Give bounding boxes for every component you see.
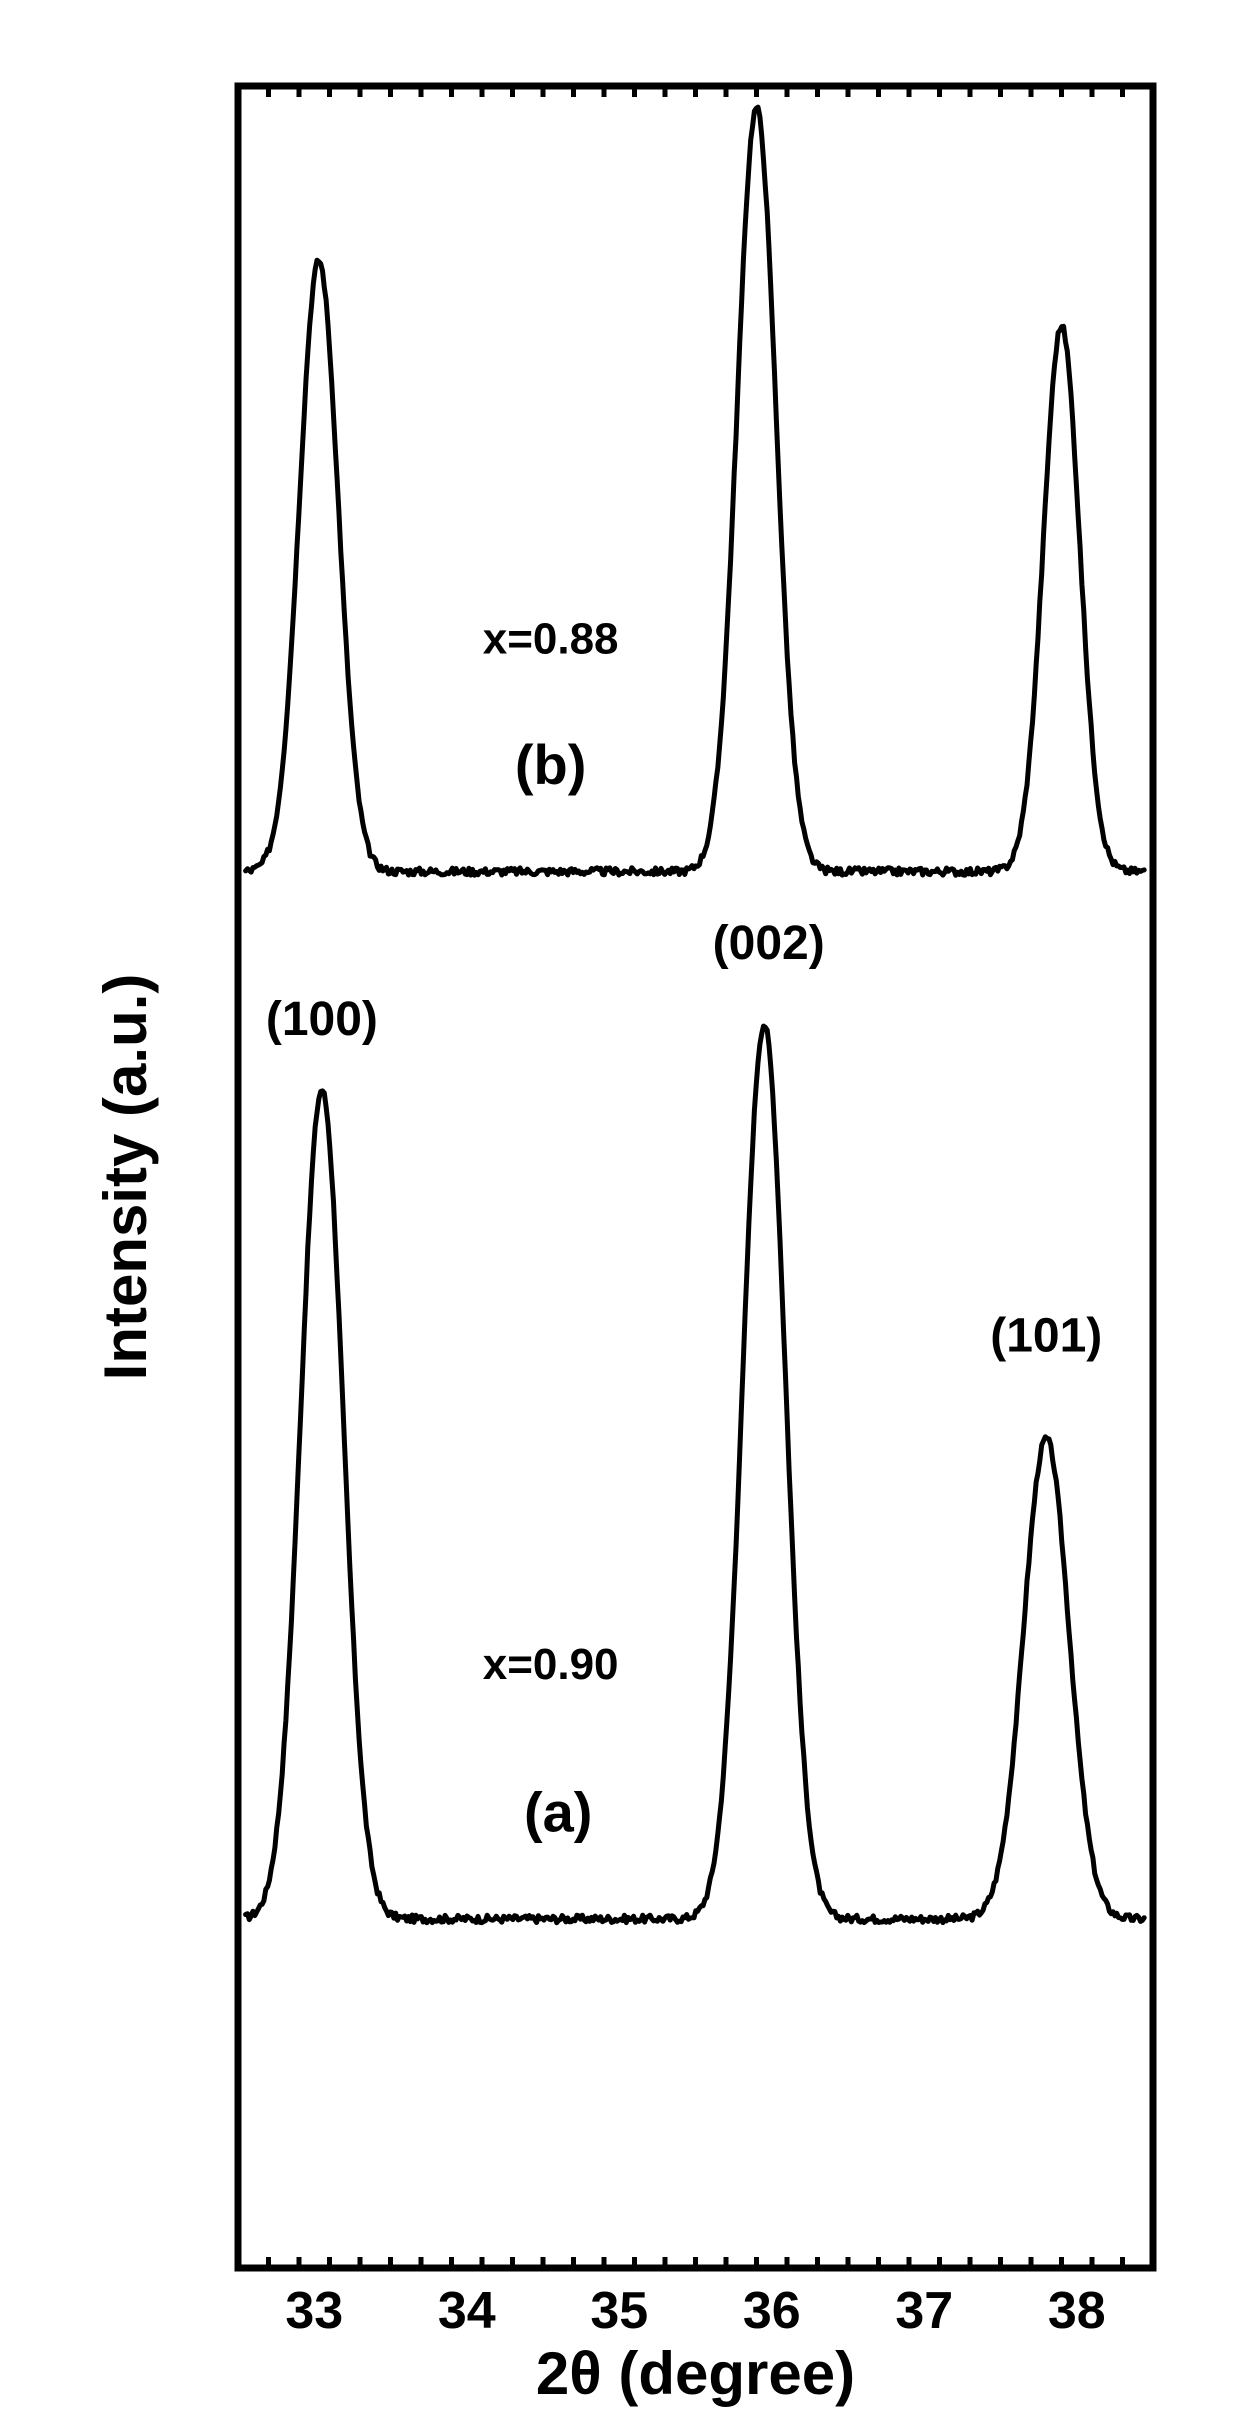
x-tick-label: 37 [895,2282,953,2340]
x-tick-label: 38 [1048,2282,1106,2340]
peak-002: (002) [713,917,825,970]
x-eq-0-90: x=0.90 [483,1640,619,1689]
x-tick-label: 36 [743,2282,801,2340]
x-tick-label: 34 [438,2282,496,2340]
label-b: (b) [515,733,587,796]
x-axis-label: 2θ (degree) [536,2340,855,2407]
x-eq-0-88: x=0.88 [483,614,619,663]
label-a: (a) [524,1781,592,1844]
x-tick-label: 33 [285,2282,343,2340]
y-axis-label: Intensity (a.u.) [92,974,159,1381]
xrd-chart: 33 34 35 36 37 38 2θ (degree) Intensity (a.u.) (… [0,0,1240,2435]
peak-101: (101) [990,1310,1102,1363]
peak-100: (100) [266,993,378,1046]
x-tick-label: 35 [590,2282,648,2340]
